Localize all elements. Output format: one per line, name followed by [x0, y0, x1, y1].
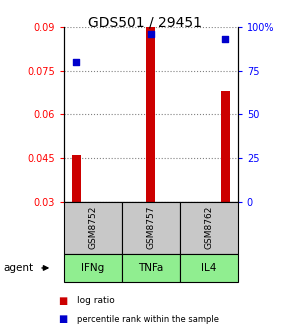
Text: GDS501 / 29451: GDS501 / 29451 [88, 15, 202, 29]
Point [223, 36, 228, 42]
Text: log ratio: log ratio [77, 296, 115, 305]
Text: GSM8757: GSM8757 [146, 206, 155, 249]
Text: ■: ■ [58, 314, 67, 324]
Bar [221, 91, 230, 202]
Text: GSM8762: GSM8762 [204, 206, 213, 249]
Bar [146, 27, 155, 202]
Text: ■: ■ [58, 296, 67, 306]
Point [148, 31, 153, 37]
Point [74, 59, 79, 65]
Text: IFNg: IFNg [81, 263, 104, 273]
Text: IL4: IL4 [201, 263, 217, 273]
Text: GSM8752: GSM8752 [88, 206, 97, 249]
Text: agent: agent [3, 263, 33, 273]
Text: TNFa: TNFa [138, 263, 164, 273]
Text: percentile rank within the sample: percentile rank within the sample [77, 315, 219, 324]
Bar [72, 155, 81, 202]
